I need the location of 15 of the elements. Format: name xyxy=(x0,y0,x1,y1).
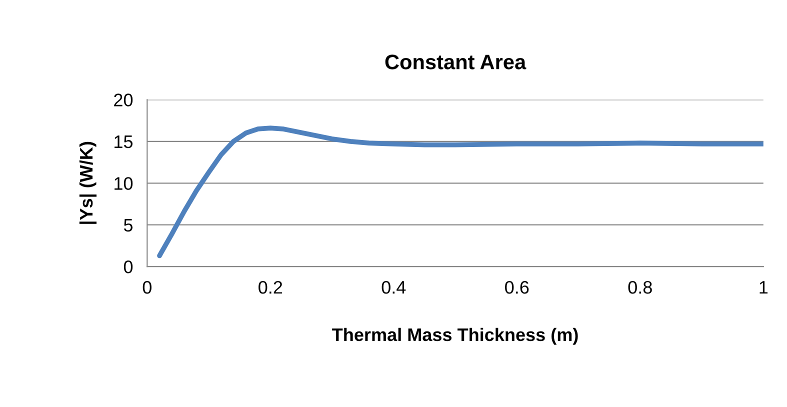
x-tick-label: 0.6 xyxy=(505,280,529,294)
x-axis-title: Thermal Mass Thickness (m) xyxy=(332,328,578,345)
x-tick-label: 0.4 xyxy=(382,280,406,294)
y-tick-label: 20 xyxy=(114,94,133,106)
y-tick-label: 5 xyxy=(124,218,133,232)
chart-title: Constant Area xyxy=(385,54,526,70)
y-tick-label: 10 xyxy=(114,177,133,190)
y-tick-label: 15 xyxy=(114,136,133,148)
x-tick-label: 0 xyxy=(142,280,152,294)
x-tick-label: 0.8 xyxy=(628,280,652,294)
x-tick-label: 0.2 xyxy=(258,280,282,294)
x-tick-label: 1 xyxy=(760,281,768,294)
line-series xyxy=(157,126,764,258)
y-axis-title: |Ys| (W/K) xyxy=(79,142,97,224)
y-tick-label: 0 xyxy=(124,260,133,274)
